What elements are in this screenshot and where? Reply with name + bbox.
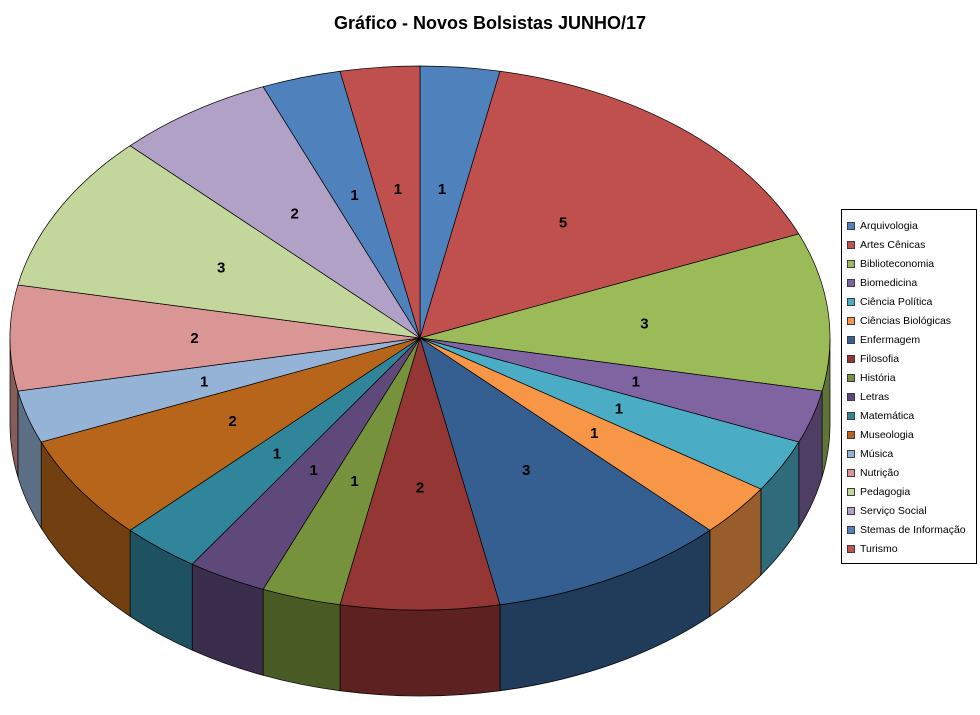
legend-item: Serviço Social xyxy=(847,501,972,520)
legend-key-swatch xyxy=(847,544,855,553)
slice-value-label: 1 xyxy=(590,425,598,442)
slice-value-label: 3 xyxy=(217,259,225,276)
slice-value-label: 1 xyxy=(310,462,318,479)
legend-item: Biblioteconomia xyxy=(847,254,972,273)
legend-item: Biomedicina xyxy=(847,273,972,292)
legend-label: Turismo xyxy=(860,542,898,555)
legend-label: Serviço Social xyxy=(860,504,927,517)
legend-key-swatch xyxy=(847,316,855,325)
legend-label: Nutrição xyxy=(860,466,900,479)
legend-key-swatch xyxy=(847,373,855,382)
legend-key-swatch xyxy=(847,259,855,268)
slice-value-label: 1 xyxy=(438,181,446,198)
legend-item: Stemas de Informação xyxy=(847,520,972,539)
legend-item: Pedagogia xyxy=(847,482,972,501)
legend-item: Enfermagem xyxy=(847,330,972,349)
legend-item: Ciências Biológicas xyxy=(847,311,972,330)
legend-item: Arquivologia xyxy=(847,216,972,235)
legend-item: Música xyxy=(847,444,972,463)
slice-value-label: 2 xyxy=(291,206,299,223)
slice-value-label: 2 xyxy=(416,480,424,497)
legend-label: Enfermagem xyxy=(860,333,921,346)
slice-value-label: 1 xyxy=(273,446,281,463)
legend-label: Filosofia xyxy=(860,352,900,365)
pie-slice xyxy=(40,337,421,531)
slice-value-label: 3 xyxy=(522,462,530,479)
legend-key-swatch xyxy=(847,278,855,287)
legend-key-swatch xyxy=(847,354,855,363)
legend-key-swatch xyxy=(847,430,855,439)
legend-key-swatch xyxy=(847,449,855,458)
legend-label: Ciência Política xyxy=(860,295,933,308)
legend-key-swatch xyxy=(847,297,855,306)
legend-key-swatch xyxy=(847,240,855,249)
legend-key-swatch xyxy=(847,335,855,344)
legend-label: Ciências Biológicas xyxy=(860,314,952,327)
slice-value-label: 1 xyxy=(200,373,208,390)
legend-item: Museologia xyxy=(847,425,972,444)
legend-item: Ciência Política xyxy=(847,292,972,311)
pie-slice xyxy=(9,284,421,392)
legend-key-swatch xyxy=(847,468,855,477)
pie-slice xyxy=(129,86,421,339)
pie-slice xyxy=(339,65,421,339)
legend-item: Filosofia xyxy=(847,349,972,368)
pie-slice xyxy=(339,336,501,611)
legend-key-swatch xyxy=(847,506,855,515)
legend-label: Arquivologia xyxy=(860,219,918,232)
legend-key-swatch xyxy=(847,411,855,420)
pie-slice-side xyxy=(262,588,341,692)
legend-label: Artes Cênicas xyxy=(860,238,926,251)
slice-value-label: 2 xyxy=(228,413,236,430)
slice-value-label: 5 xyxy=(559,214,567,231)
slice-value-label: 1 xyxy=(394,181,402,198)
pie-slice xyxy=(17,145,421,339)
slice-value-label: 1 xyxy=(350,473,358,490)
legend-label: Museologia xyxy=(860,428,914,441)
legend-key-swatch xyxy=(847,487,855,496)
chart-title: Gráfico - Novos Bolsistas JUNHO/17 xyxy=(333,13,647,33)
legend-label: Biomedicina xyxy=(860,276,918,289)
legend-item: Artes Cênicas xyxy=(847,235,972,254)
legend-label: Biblioteconomia xyxy=(860,257,935,270)
legend-label: Stemas de Informação xyxy=(860,523,966,536)
legend-item: Letras xyxy=(847,387,972,406)
legend-item: Nutrição xyxy=(847,463,972,482)
legend-key-swatch xyxy=(847,525,855,534)
legend-key-swatch xyxy=(847,221,855,230)
legend-item: Turismo xyxy=(847,539,972,558)
legend-label: História xyxy=(860,371,896,384)
legend-label: Música xyxy=(860,447,894,460)
pie-slice-side xyxy=(339,604,501,697)
pie-slice xyxy=(419,233,831,392)
legend-label: Matemática xyxy=(860,409,915,422)
legend: Arquivologia Artes Cênicas Biblioteconomia… xyxy=(841,209,977,564)
legend-key-swatch xyxy=(847,392,855,401)
legend-label: Letras xyxy=(860,390,890,403)
slice-value-label: 1 xyxy=(615,401,623,418)
legend-label: Pedagogia xyxy=(860,485,911,498)
slice-value-label: 2 xyxy=(190,330,198,347)
slice-value-label: 1 xyxy=(632,373,640,390)
slice-value-label: 3 xyxy=(640,315,648,332)
legend-item: Matemática xyxy=(847,406,972,425)
pie-slice xyxy=(419,70,800,339)
pie-slice xyxy=(419,337,711,606)
legend-item: História xyxy=(847,368,972,387)
slice-value-label: 1 xyxy=(350,187,358,204)
